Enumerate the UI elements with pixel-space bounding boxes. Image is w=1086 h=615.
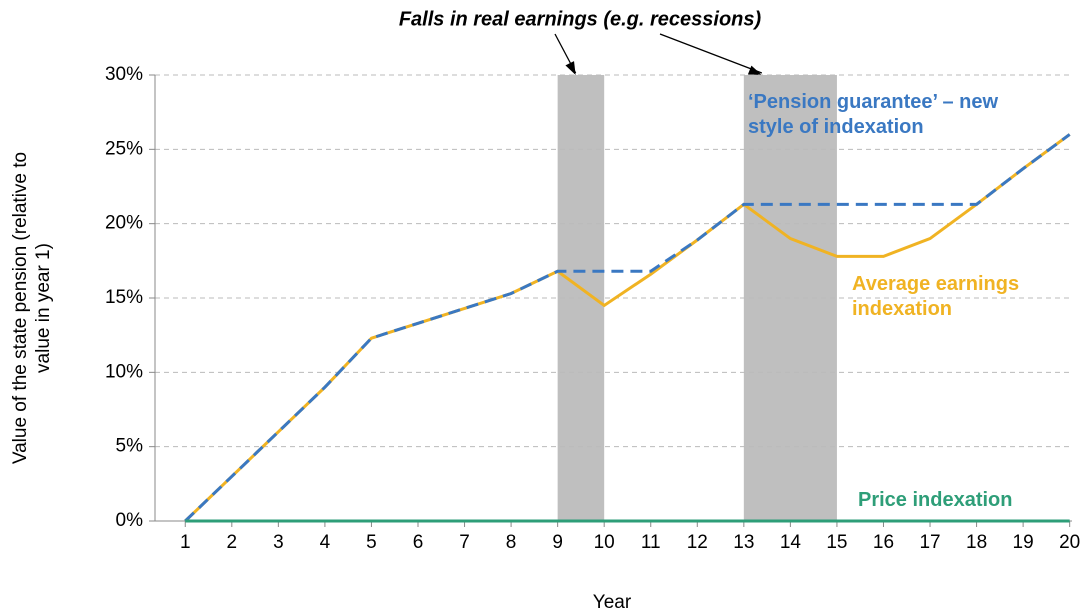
x-tick-label: 18 <box>966 532 987 553</box>
series-line <box>184 133 1071 523</box>
x-tick-label: 14 <box>780 532 802 553</box>
x-tick-label: 2 <box>227 532 238 553</box>
series-label: Average earnings indexation <box>852 273 1020 320</box>
series-line <box>184 133 1071 523</box>
x-tick-label: 11 <box>641 532 661 553</box>
y-axis-label: Value of the state pension (relative to … <box>10 151 54 465</box>
x-tick-label: 1 <box>180 532 191 553</box>
x-tick-label: 10 <box>594 532 615 553</box>
y-tick-label: 0% <box>116 510 144 531</box>
x-tick-label: 17 <box>919 532 940 553</box>
x-axis-label: Year <box>593 592 632 613</box>
y-tick-label: 15% <box>105 287 143 308</box>
x-tick-label: 20 <box>1059 532 1080 553</box>
series-label: Price indexation <box>858 489 1013 511</box>
annotation: Falls in real earnings (e.g. recessions) <box>399 8 762 30</box>
y-tick-label: 10% <box>105 361 143 382</box>
x-tick-label: 19 <box>1013 532 1034 553</box>
x-tick-label: 4 <box>320 532 331 553</box>
y-tick-label: 5% <box>116 436 144 457</box>
arrow-head <box>565 61 576 75</box>
y-tick-label: 20% <box>105 213 143 234</box>
x-tick-label: 7 <box>459 532 470 553</box>
x-tick-label: 8 <box>506 532 517 553</box>
x-tick-label: 12 <box>687 532 708 553</box>
arrow <box>659 33 763 74</box>
x-tick-label: 16 <box>873 532 894 553</box>
arrow-head <box>747 65 762 75</box>
x-tick-label: 5 <box>366 532 377 553</box>
x-tick-label: 3 <box>273 532 284 553</box>
y-tick-label: 25% <box>105 138 143 159</box>
x-tick-label: 6 <box>413 532 424 553</box>
series-label: ‘Pension guarantee’ – new style of index… <box>748 91 999 138</box>
x-tick-label: 13 <box>733 532 754 553</box>
x-tick-label: 15 <box>826 532 847 553</box>
y-tick-label: 30% <box>105 64 143 85</box>
x-tick-label: 9 <box>552 532 563 553</box>
